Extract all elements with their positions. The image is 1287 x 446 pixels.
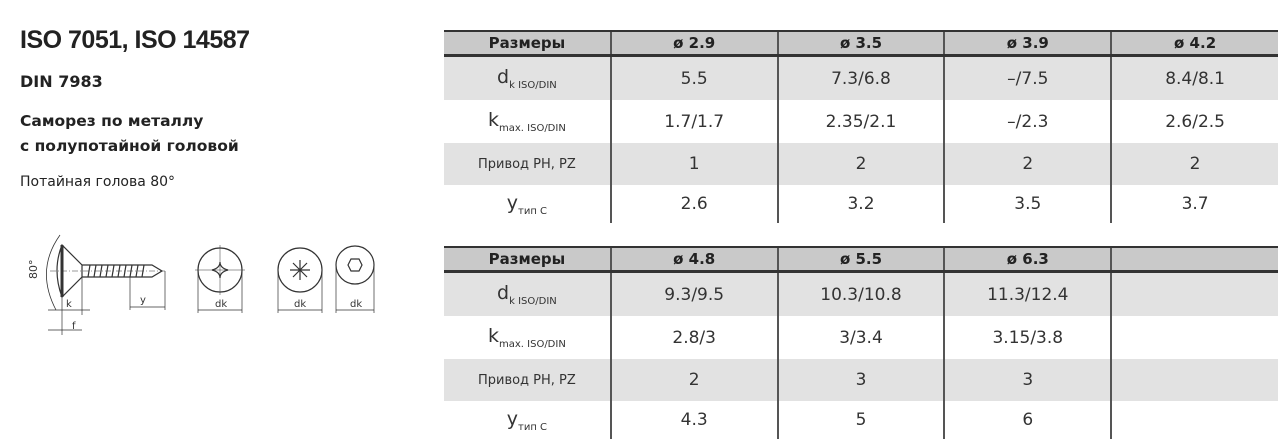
size-header: ø 5.5 xyxy=(776,246,945,273)
header-row: Размеры ø 4.8 ø 5.5 ø 6.3 xyxy=(444,246,1278,273)
cell: 2.35/2.1 xyxy=(776,100,945,143)
row-label-y: yтип C xyxy=(506,407,548,433)
size-header: ø 4.2 xyxy=(1110,30,1278,57)
cell: 2.6/2.5 xyxy=(1110,100,1278,143)
phillips-head-view: dk xyxy=(195,245,245,313)
dimensions-table-1: Размеры ø 2.9 ø 3.5 ø 3.9 ø 4.2 dk ISO/D… xyxy=(444,30,1278,223)
cell: 8.4/8.1 xyxy=(1110,55,1278,100)
size-header xyxy=(1110,246,1278,273)
row-label-drive: Привод PH, PZ xyxy=(444,143,611,185)
cell: 5.5 xyxy=(609,55,778,100)
table-row-dk: dk ISO/DIN 9.3/9.5 10.3/10.8 11.3/12.4 xyxy=(444,271,1278,316)
size-header: ø 6.3 xyxy=(943,246,1112,273)
cell: 2 xyxy=(776,143,945,185)
cell: 3.7 xyxy=(1110,185,1278,223)
size-header: ø 4.8 xyxy=(609,246,778,273)
row-label-drive: Привод PH, PZ xyxy=(444,359,611,401)
cell: 11.3/12.4 xyxy=(943,271,1112,316)
header-row: Размеры ø 2.9 ø 3.5 ø 3.9 ø 4.2 xyxy=(444,30,1278,57)
k-label: k xyxy=(66,299,72,310)
row-label-k: kmax. ISO/DIN xyxy=(487,325,566,350)
row-label-dk: dk ISO/DIN xyxy=(444,55,611,100)
head-note: Потайная голова 80° xyxy=(20,174,176,190)
dk-label-2: dk xyxy=(294,299,306,310)
table-row-drive: Привод PH, PZ 1 2 2 2 xyxy=(444,143,1278,185)
size-header: ø 3.9 xyxy=(943,30,1112,57)
torx-head-view: dk xyxy=(335,245,375,313)
cell: 3.2 xyxy=(776,185,945,223)
pozidriv-head-view: dk xyxy=(277,247,323,313)
sizes-header: Размеры xyxy=(444,246,611,273)
cell xyxy=(1110,401,1278,439)
angle-label: 80° xyxy=(27,260,40,280)
cell: 2.8/3 xyxy=(609,316,778,359)
cell: 1.7/1.7 xyxy=(609,100,778,143)
cell: 3.5 xyxy=(943,185,1112,223)
table-row-y: yтип C 4.3 5 6 xyxy=(444,401,1278,439)
cell xyxy=(1110,271,1278,316)
cell: 2 xyxy=(1110,143,1278,185)
table-row-k: kmax. ISO/DIN 1.7/1.7 2.35/2.1 –/2.3 2.6… xyxy=(444,100,1278,143)
cell: 5 xyxy=(776,401,945,439)
cell xyxy=(1110,316,1278,359)
dk-label-3: dk xyxy=(350,299,362,310)
cell: 3.15/3.8 xyxy=(943,316,1112,359)
screw-side-view: 80° k f y xyxy=(27,234,166,335)
cell: 3 xyxy=(943,359,1112,401)
row-label-k: kmax. ISO/DIN xyxy=(487,109,566,134)
dk-label-1: dk xyxy=(215,299,227,310)
description-line-2: с полупотайной головой xyxy=(20,137,239,155)
table-row-y: yтип C 2.6 3.2 3.5 3.7 xyxy=(444,185,1278,223)
size-header: ø 2.9 xyxy=(609,30,778,57)
size-header: ø 3.5 xyxy=(776,30,945,57)
f-label: f xyxy=(72,321,76,332)
dimensions-table-2: Размеры ø 4.8 ø 5.5 ø 6.3 dk ISO/DIN 9.3… xyxy=(444,246,1278,439)
table-row-drive: Привод PH, PZ 2 3 3 xyxy=(444,359,1278,401)
description-line-1: Саморез по металлу xyxy=(20,112,204,130)
y-label: y xyxy=(140,295,146,306)
cell: –/7.5 xyxy=(943,55,1112,100)
cell: 1 xyxy=(609,143,778,185)
sizes-header: Размеры xyxy=(444,30,611,57)
table-row-k: kmax. ISO/DIN 2.8/3 3/3.4 3.15/3.8 xyxy=(444,316,1278,359)
cell: 6 xyxy=(943,401,1112,439)
cell: 9.3/9.5 xyxy=(609,271,778,316)
cell: 2.6 xyxy=(609,185,778,223)
din-standard: DIN 7983 xyxy=(20,72,103,91)
product-description: Саморез по металлу с полупотайной голово… xyxy=(20,109,239,159)
row-label-dk: dk ISO/DIN xyxy=(444,271,611,316)
table-row-dk: dk ISO/DIN 5.5 7.3/6.8 –/7.5 8.4/8.1 xyxy=(444,55,1278,100)
row-label-y: yтип C xyxy=(506,191,548,217)
cell: –/2.3 xyxy=(943,100,1112,143)
cell xyxy=(1110,359,1278,401)
page-title: ISO 7051, ISO 14587 xyxy=(20,26,250,54)
cell: 3/3.4 xyxy=(776,316,945,359)
cell: 2 xyxy=(943,143,1112,185)
cell: 7.3/6.8 xyxy=(776,55,945,100)
cell: 4.3 xyxy=(609,401,778,439)
cell: 10.3/10.8 xyxy=(776,271,945,316)
cell: 2 xyxy=(609,359,778,401)
cell: 3 xyxy=(776,359,945,401)
screw-drawing: 80° k f y dk dk dk xyxy=(27,234,375,335)
